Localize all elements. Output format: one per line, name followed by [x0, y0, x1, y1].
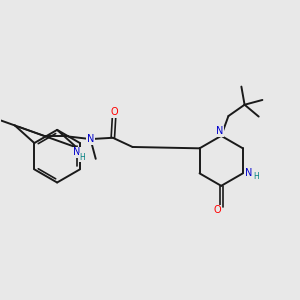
Text: O: O: [214, 205, 221, 215]
Text: H: H: [253, 172, 259, 181]
Text: N: N: [216, 126, 223, 136]
Text: N: N: [245, 168, 253, 178]
Text: H: H: [79, 153, 85, 162]
Text: O: O: [110, 107, 118, 117]
Text: N: N: [87, 134, 94, 144]
Text: N: N: [73, 147, 80, 157]
